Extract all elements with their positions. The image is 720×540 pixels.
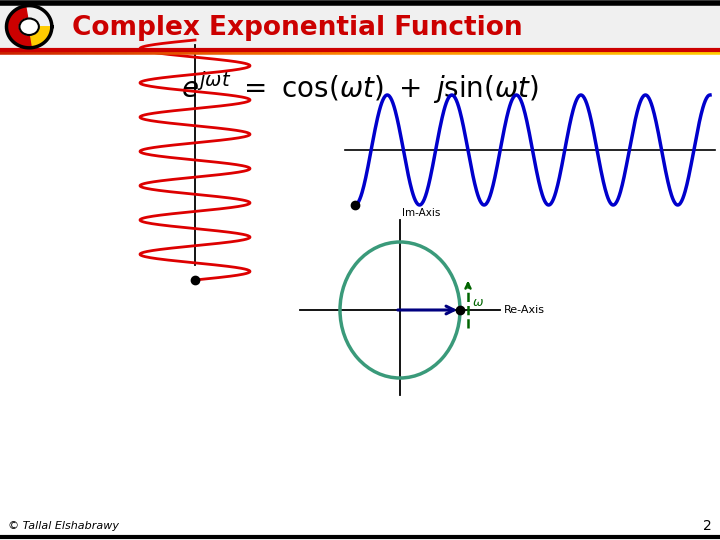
Text: Re-Axis: Re-Axis: [504, 305, 545, 315]
Text: Im-Axis: Im-Axis: [402, 208, 441, 218]
Text: 2: 2: [703, 519, 712, 533]
Text: $e^{j\omega t}\ =\ \cos(\omega t)\ +\ j\sin(\omega t)$: $e^{j\omega t}\ =\ \cos(\omega t)\ +\ j\…: [181, 70, 539, 106]
Polygon shape: [8, 7, 32, 47]
Text: $\omega$: $\omega$: [472, 295, 484, 308]
Bar: [0, 3, 720, 50]
Circle shape: [19, 18, 39, 35]
Text: © Tallal Elshabrawy: © Tallal Elshabrawy: [8, 521, 119, 531]
Polygon shape: [29, 26, 50, 46]
Text: Complex Exponential Function: Complex Exponential Function: [72, 15, 523, 41]
